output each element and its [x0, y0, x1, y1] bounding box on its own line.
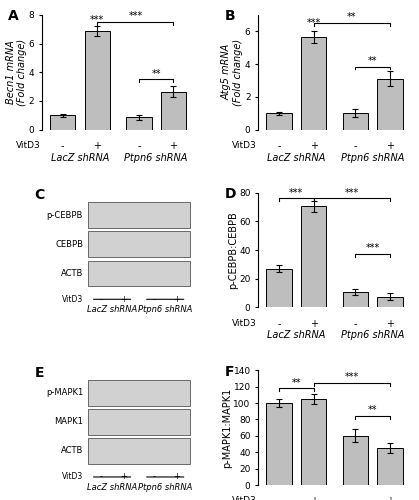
Text: ***: ***	[289, 188, 303, 198]
Text: VitD3: VitD3	[16, 141, 41, 150]
Y-axis label: p-CEBPB:CEBPB: p-CEBPB:CEBPB	[228, 211, 238, 289]
Bar	[88, 409, 190, 435]
Bar	[342, 436, 368, 485]
Text: ***: ***	[307, 18, 321, 28]
Text: B: B	[225, 10, 235, 24]
Text: VitD3: VitD3	[232, 141, 257, 150]
Text: MAPK1: MAPK1	[54, 418, 83, 426]
Text: -: -	[61, 141, 65, 151]
Bar	[377, 79, 403, 130]
Text: -: -	[153, 472, 155, 482]
Text: p-MAPK1: p-MAPK1	[46, 388, 83, 398]
Text: ***: ***	[90, 15, 104, 25]
Text: VitD3: VitD3	[62, 472, 83, 482]
Bar	[85, 31, 110, 130]
Text: -: -	[153, 294, 155, 304]
Text: D: D	[225, 187, 236, 201]
Text: ***: ***	[344, 188, 359, 198]
Text: F: F	[225, 364, 234, 378]
Text: ***: ***	[344, 372, 359, 382]
Bar	[301, 37, 326, 130]
Text: VitD3: VitD3	[232, 319, 257, 328]
Bar	[88, 260, 190, 286]
Y-axis label: Becn1 mRNA
(Fold change): Becn1 mRNA (Fold change)	[5, 39, 27, 106]
Text: -: -	[99, 294, 102, 304]
Bar	[266, 403, 292, 485]
Text: **: **	[292, 378, 301, 388]
Text: +: +	[310, 496, 318, 500]
Text: VitD3: VitD3	[232, 496, 257, 500]
Bar	[88, 438, 190, 464]
Text: Ptpn6 shRNA: Ptpn6 shRNA	[341, 330, 404, 340]
Text: LacZ shRNA: LacZ shRNA	[267, 152, 326, 162]
Bar	[342, 292, 368, 308]
Bar	[342, 114, 368, 130]
Text: +: +	[173, 472, 180, 482]
Bar	[301, 399, 326, 485]
Bar	[377, 448, 403, 485]
Text: +: +	[120, 294, 127, 304]
Text: **: **	[151, 68, 161, 78]
Text: -: -	[99, 472, 102, 482]
Bar	[50, 116, 75, 130]
Text: -: -	[354, 496, 357, 500]
Text: Ptpn6 shRNA: Ptpn6 shRNA	[138, 305, 192, 314]
Bar	[161, 92, 186, 130]
Bar	[301, 206, 326, 308]
Bar	[88, 232, 190, 257]
Text: +: +	[173, 294, 180, 304]
Text: -: -	[354, 319, 357, 329]
Text: VitD3: VitD3	[62, 294, 83, 304]
Text: -: -	[137, 141, 141, 151]
Text: ACTB: ACTB	[61, 269, 83, 278]
Text: CEBPB: CEBPB	[55, 240, 83, 249]
Y-axis label: p-MAPK1:MAPK1: p-MAPK1:MAPK1	[222, 388, 232, 468]
Bar	[377, 296, 403, 308]
Text: C: C	[34, 188, 44, 202]
Text: +: +	[386, 319, 394, 329]
Text: LacZ shRNA: LacZ shRNA	[267, 330, 326, 340]
Text: -: -	[354, 141, 357, 151]
Bar	[88, 380, 190, 406]
Text: -: -	[277, 496, 281, 500]
Text: +: +	[120, 472, 127, 482]
Text: p-CEBPB: p-CEBPB	[47, 210, 83, 220]
Text: +: +	[386, 141, 394, 151]
Text: +: +	[310, 141, 318, 151]
Text: LacZ shRNA: LacZ shRNA	[87, 305, 137, 314]
Bar	[266, 268, 292, 308]
Text: **: **	[347, 12, 357, 22]
Text: ACTB: ACTB	[61, 446, 83, 456]
Text: A: A	[8, 10, 19, 24]
Text: +: +	[386, 496, 394, 500]
Bar	[88, 202, 190, 228]
Text: E: E	[34, 366, 44, 380]
Text: -: -	[277, 141, 281, 151]
Y-axis label: Atg5 mRNA
(Fold change): Atg5 mRNA (Fold change)	[222, 39, 243, 106]
Text: +: +	[310, 319, 318, 329]
Text: LacZ shRNA: LacZ shRNA	[51, 152, 109, 162]
Text: ***: ***	[365, 244, 380, 254]
Text: +: +	[93, 141, 101, 151]
Text: LacZ shRNA: LacZ shRNA	[87, 482, 137, 492]
Bar	[126, 118, 152, 130]
Text: **: **	[368, 56, 377, 66]
Text: -: -	[277, 319, 281, 329]
Bar	[266, 114, 292, 130]
Text: +: +	[170, 141, 178, 151]
Text: Ptpn6 shRNA: Ptpn6 shRNA	[341, 152, 404, 162]
Text: ***: ***	[128, 12, 142, 22]
Text: Ptpn6 shRNA: Ptpn6 shRNA	[138, 482, 192, 492]
Text: **: **	[368, 406, 377, 415]
Text: Ptpn6 shRNA: Ptpn6 shRNA	[124, 152, 188, 162]
